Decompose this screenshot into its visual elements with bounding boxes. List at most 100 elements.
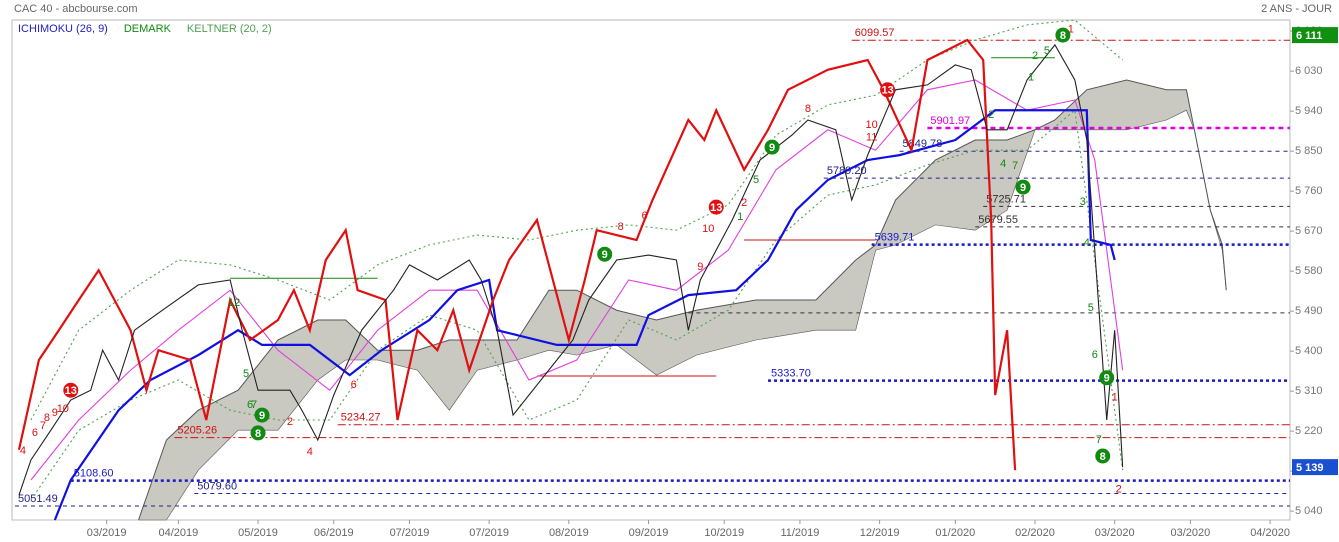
demark-count: 2 xyxy=(287,416,293,428)
demark-count: 9 xyxy=(1104,373,1110,385)
level-label: 5725.71 xyxy=(986,193,1026,205)
demark-circle xyxy=(1095,448,1111,464)
demark-count: 1 xyxy=(1028,72,1034,84)
series-line xyxy=(53,109,1116,521)
demark-count: 2 xyxy=(988,109,994,121)
demark-count: 6 xyxy=(247,399,253,411)
plot-area: 6099.575901.975849.785789.205725.715679.… xyxy=(15,19,1290,521)
x-tick-label: 02/2020 xyxy=(1015,527,1055,539)
demark-count: 10 xyxy=(702,223,714,235)
demark-circle xyxy=(597,246,613,262)
x-tick-label: 03/2020 xyxy=(1171,527,1211,539)
level-label: 5205.26 xyxy=(177,425,217,437)
x-tick-label: 10/2019 xyxy=(704,527,744,539)
plot-frame xyxy=(11,19,1291,521)
demark-count: 1 xyxy=(1112,392,1118,404)
demark-count: 9 xyxy=(769,142,775,154)
demark-count: 9 xyxy=(602,249,608,261)
level-label: 5679.55 xyxy=(978,214,1018,226)
demark-count: 5 xyxy=(243,368,249,380)
demark-circle xyxy=(1055,27,1071,43)
demark-count: 13 xyxy=(881,85,893,97)
demark-count: 7 xyxy=(1096,434,1102,446)
y-tick-label: 5 670 xyxy=(1295,225,1323,237)
demark-circle xyxy=(1015,179,1031,195)
series-line xyxy=(30,109,1124,501)
x-tick-label: 03/2020 xyxy=(1095,527,1135,539)
demark-count: 8 xyxy=(1100,451,1106,463)
demark-circle xyxy=(250,425,266,441)
demark-circle xyxy=(880,82,896,98)
demark-count: 6 xyxy=(1092,349,1098,361)
demark-count: 4 xyxy=(1000,158,1006,170)
demark-count: 8 xyxy=(805,103,811,115)
demark-count: 12 xyxy=(228,297,240,309)
y-tick-label: 5 760 xyxy=(1295,185,1323,197)
demark-count: 5 xyxy=(1088,302,1094,314)
x-tick-label: 11/2019 xyxy=(780,527,819,539)
x-tick-label: 03/2019 xyxy=(87,527,127,539)
demark-count: 7 xyxy=(40,420,46,432)
demark-count: 2 xyxy=(741,197,747,209)
price-tag xyxy=(1292,27,1338,44)
y-tick-label: 5 220 xyxy=(1295,425,1323,437)
demark-count: 1 xyxy=(737,211,743,223)
x-tick-label: 04/2019 xyxy=(158,527,198,539)
level-label: 5079.60 xyxy=(197,480,237,492)
demark-circle xyxy=(764,139,780,155)
series-line xyxy=(30,19,1124,421)
cloud-lower xyxy=(138,109,1227,521)
demark-count: 4 xyxy=(307,446,313,458)
demark-count: 2 xyxy=(1032,50,1038,62)
series-line xyxy=(17,38,1017,471)
series-line xyxy=(18,43,1124,496)
legend-entry: KELTNER (20, 2) xyxy=(187,23,272,35)
demark-count: 4 xyxy=(20,445,26,457)
demark-count: 8 xyxy=(44,412,50,424)
level-label: 5901.97 xyxy=(930,115,970,127)
level-label: 5108.60 xyxy=(74,468,114,480)
y-tick-label: 6 030 xyxy=(1295,65,1323,77)
demark-count: 5 xyxy=(753,174,759,186)
x-tick-label: 09/2019 xyxy=(629,527,669,539)
level-label: 5051.49 xyxy=(18,493,58,505)
y-tick-label: 5 940 xyxy=(1295,105,1323,117)
demark-count: 2 xyxy=(1116,484,1122,496)
demark-count: 10 xyxy=(866,119,878,131)
chart-title: CAC 40 - abcbourse.com xyxy=(14,3,138,15)
demark-count: 1 xyxy=(1068,24,1074,36)
level-label: 5639.71 xyxy=(875,231,915,243)
x-tick-label: 05/2019 xyxy=(238,527,278,539)
demark-count: 5 xyxy=(1044,45,1050,57)
demark-count: 13 xyxy=(710,202,722,214)
demark-circle xyxy=(254,407,270,423)
demark-count: 11 xyxy=(866,132,877,144)
demark-count: 6 xyxy=(32,427,38,439)
y-tick-label: 5 310 xyxy=(1295,385,1323,397)
y-tick-label: 5 400 xyxy=(1295,345,1323,357)
level-label: 5333.70 xyxy=(771,367,811,379)
y-tick-label: 5 580 xyxy=(1295,265,1323,277)
price-tag-label: 5 139 xyxy=(1296,462,1324,474)
demark-circle xyxy=(708,199,724,215)
demark-count: 6 xyxy=(641,210,647,222)
cloud-upper xyxy=(138,79,1227,521)
y-tick-label: 5 040 xyxy=(1295,505,1323,517)
chart-subtitle: 2 ANS - JOUR xyxy=(1261,3,1332,15)
x-tick-label: 07/2019 xyxy=(469,527,509,539)
ichimoku-cloud xyxy=(138,80,1227,520)
demark-circle xyxy=(63,382,79,398)
x-tick-label: 04/2020 xyxy=(1250,527,1290,539)
x-tick-label: 01/2020 xyxy=(935,527,975,539)
legend-entry: ICHIMOKU (26, 9) xyxy=(18,23,108,35)
demark-count: 9 xyxy=(52,407,58,419)
demark-count: 7 xyxy=(1012,160,1018,172)
x-tick-label: 12/2019 xyxy=(860,527,900,539)
demark-count: 3 xyxy=(1080,196,1086,208)
demark-count: 8 xyxy=(1060,30,1066,42)
legend-entry: DEMARK xyxy=(124,23,172,35)
demark-count: 7 xyxy=(251,399,257,411)
demark-count: 4 xyxy=(1084,237,1090,249)
demark-count: 9 xyxy=(259,410,265,422)
